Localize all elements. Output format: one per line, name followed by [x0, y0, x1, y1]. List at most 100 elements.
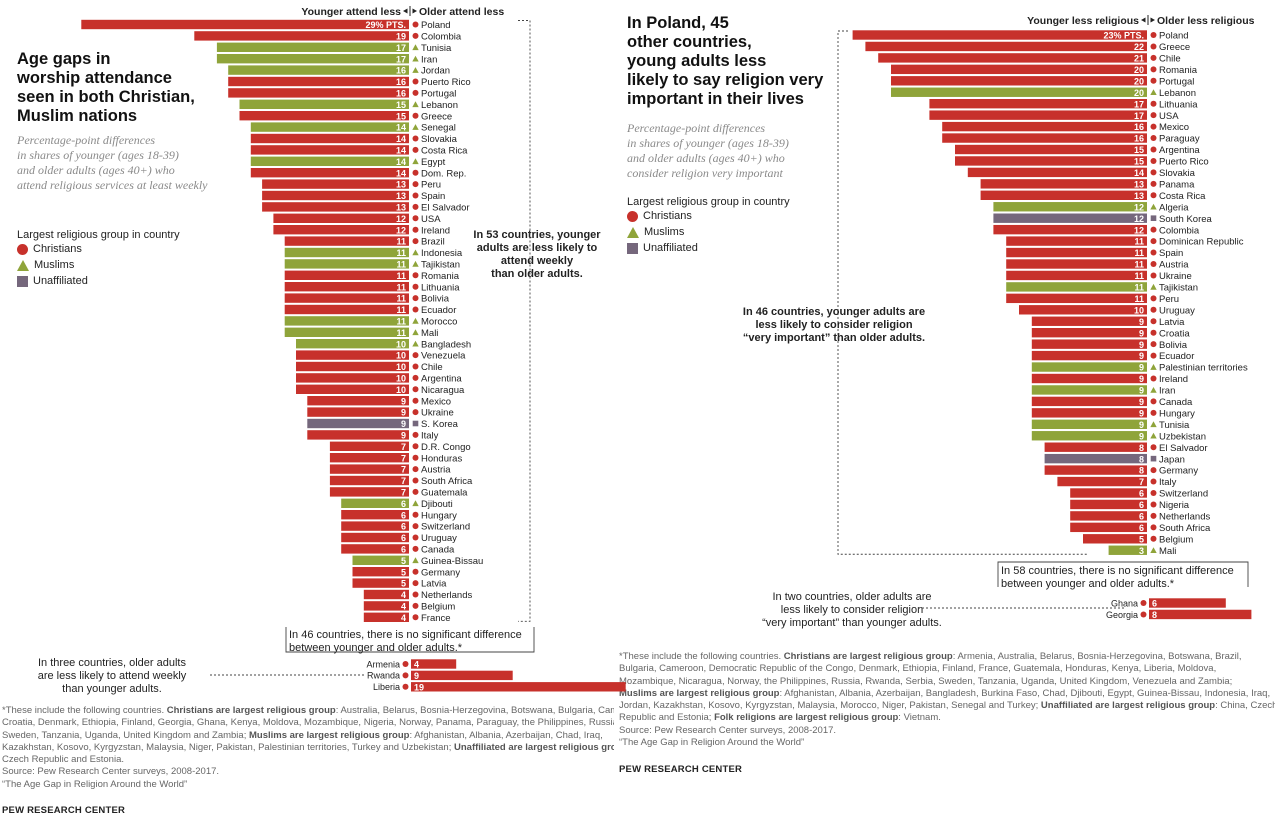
arrow-left-icon	[1141, 17, 1146, 23]
bar-value-label: 7	[401, 465, 406, 475]
right-brand: PEW RESEARCH CENTER	[619, 764, 743, 775]
bar	[980, 179, 1147, 189]
bar	[352, 578, 409, 588]
country-label: El Salvador	[421, 203, 470, 214]
christians-dot-icon	[412, 215, 419, 222]
unaffiliated-square-icon	[627, 242, 638, 254]
bar-value-label: 21	[1134, 54, 1144, 64]
left-legend: Largest religious group in country Chris…	[17, 229, 180, 289]
christians-dot-icon	[1150, 146, 1157, 153]
bar-value-label: 20	[1134, 76, 1144, 86]
christians-dot-icon	[412, 374, 419, 381]
left-footnote-line: Sweden, Tanzania, Uganda, United Kingdom…	[2, 729, 603, 741]
left-note-nodiff: In 46 countries, there is no significant…	[289, 629, 522, 654]
muslims-triangle-icon	[412, 557, 419, 564]
nodiff-bracket	[285, 627, 535, 653]
country-label: Greece	[421, 111, 452, 122]
bar	[329, 475, 409, 486]
right-footnote: *These include the following countries. …	[619, 651, 1275, 749]
country-label: S. Korea	[421, 419, 459, 430]
right-chart: Younger less religious Older less religio…	[837, 15, 1255, 620]
country-label: Peru	[421, 180, 441, 191]
bar-value-label: 14	[1134, 168, 1144, 178]
reverse-bar	[1149, 609, 1252, 620]
legend-christians: Christians	[627, 208, 790, 224]
christians-dot-icon	[1150, 135, 1157, 142]
country-label: Greece	[1159, 42, 1190, 53]
reverse-bar	[411, 682, 626, 692]
bar-value-label: 9	[414, 671, 419, 681]
country-label: Hungary	[1159, 408, 1195, 419]
bar	[1057, 476, 1147, 487]
bar-value-label: 6	[401, 499, 406, 509]
dotted-bracket	[837, 30, 1088, 555]
right-note-reverse: In two countries, older adults are less …	[762, 591, 942, 629]
country-label: Liberia	[373, 682, 400, 692]
country-label: Jordan	[421, 66, 450, 77]
country-label: Costa Rica	[421, 146, 468, 157]
christians-dot-icon	[1150, 54, 1157, 61]
bar-value-label: 6	[401, 533, 406, 543]
christians-dot-icon	[1150, 375, 1157, 382]
bar-value-label: 5	[401, 556, 406, 566]
christians-dot-icon	[402, 661, 409, 667]
bar	[891, 76, 1147, 86]
country-label: Lebanon	[421, 100, 458, 111]
christians-dot-icon	[412, 89, 419, 96]
country-label: Bangladesh	[421, 339, 471, 350]
right-legend: Largest religious group in country Chris…	[627, 196, 790, 256]
country-label: Puerto Rico	[421, 77, 471, 88]
christians-dot-icon	[412, 534, 419, 541]
right-footnote-line: Source: Pew Research Center surveys, 200…	[619, 724, 837, 736]
legend-muslims: Muslims	[17, 257, 180, 273]
bar	[1031, 328, 1147, 338]
country-label: Switzerland	[1159, 489, 1208, 500]
bar-value-label: 13	[1134, 179, 1144, 189]
muslims-triangle-icon	[412, 44, 419, 51]
bar-value-label: 7	[401, 488, 406, 498]
bar	[1031, 373, 1147, 384]
bar	[194, 31, 409, 41]
bar	[1031, 316, 1147, 326]
christians-dot-icon	[412, 568, 419, 575]
bar	[891, 64, 1147, 75]
bar-value-label: 13	[396, 191, 406, 201]
bar	[363, 612, 409, 622]
bar	[341, 498, 409, 508]
country-label: Nicaragua	[421, 385, 465, 396]
bar	[329, 453, 409, 463]
bar-value-label: 7	[401, 453, 406, 463]
bar-value-label: 6	[401, 545, 406, 555]
legend-title: Largest religious group in country	[627, 196, 790, 208]
bar-value-label: 13	[1134, 191, 1144, 201]
bar-value-label: 6	[401, 522, 406, 532]
bar	[929, 110, 1147, 120]
christians-dot-icon	[412, 181, 419, 188]
right-footnote-line: Muslims are largest religious group: Afg…	[619, 687, 1271, 699]
christians-dot-icon	[412, 272, 419, 279]
right-subtitle: Percentage-point differences in shares o…	[627, 121, 789, 180]
country-label: Lithuania	[421, 282, 460, 293]
bar-value-label: 14	[396, 157, 406, 167]
right-note-nodiff: In 58 countries, there is no significant…	[1001, 565, 1234, 590]
christians-dot-icon	[412, 146, 419, 153]
christians-dot-icon	[1150, 43, 1157, 50]
bar	[852, 30, 1147, 40]
bar-value-label: 9	[1139, 328, 1144, 338]
legend-christians: Christians	[17, 241, 180, 257]
bar-value-label: 5	[1139, 534, 1144, 544]
right-footnote-line: *These include the following countries. …	[619, 651, 1242, 662]
bar	[1070, 488, 1147, 498]
christians-dot-icon	[412, 112, 419, 119]
country-label: Argentina	[1159, 145, 1200, 156]
country-label: Tajikistan	[421, 260, 460, 271]
left-subtitle: Percentage-point differences in shares o…	[17, 133, 208, 192]
bar	[228, 88, 409, 98]
muslims-triangle-icon	[412, 340, 419, 347]
bar	[352, 555, 409, 565]
country-label: Poland	[421, 20, 451, 31]
muslims-triangle-icon	[412, 249, 419, 256]
bar-value-label: 4	[401, 590, 406, 600]
country-label: Germany	[1159, 466, 1198, 477]
bar-value-label: 17	[1134, 99, 1144, 109]
